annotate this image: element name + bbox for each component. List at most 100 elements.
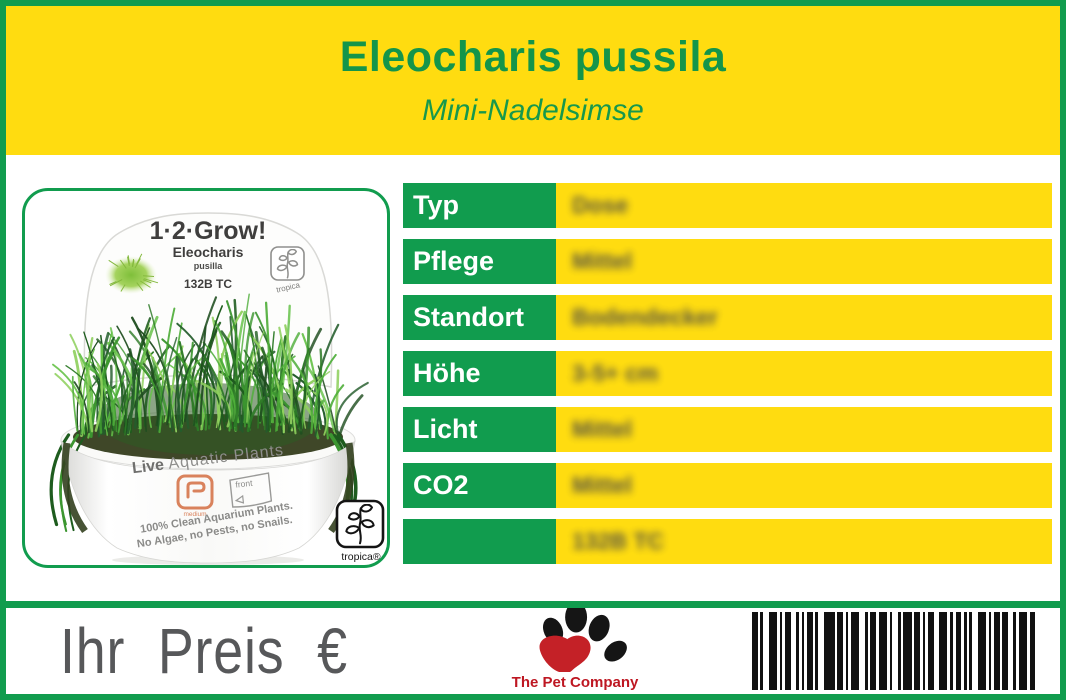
grass (49, 293, 369, 533)
tropica-big-text: tropica® (341, 551, 381, 563)
barcode-bar (977, 612, 986, 690)
barcode-gap (798, 612, 802, 690)
table-row: CO2 Mittel (403, 463, 1052, 508)
row-label (403, 519, 556, 564)
row-value-text: Mittel (572, 472, 633, 498)
barcode-bar (815, 612, 819, 690)
barcode-gap (842, 612, 846, 690)
barcode-bar (837, 612, 843, 690)
barcode-bar (801, 612, 805, 690)
row-label: Typ (403, 183, 556, 228)
barcode-bar (903, 612, 912, 690)
barcode-gap (763, 612, 769, 690)
barcode-gap (991, 612, 995, 690)
plant-latin-name: Eleocharis pussila (339, 33, 727, 81)
barcode-gap (804, 612, 808, 690)
row-label: Höhe (403, 351, 556, 396)
barcode-bar (752, 612, 758, 690)
barcode-gap (933, 612, 940, 690)
barcode-gap (790, 612, 797, 690)
barcode-bar (807, 612, 813, 690)
tuft-image (105, 253, 159, 294)
front-text: front (235, 478, 254, 490)
barcode-bar (950, 612, 953, 690)
sku-text: 132B TC (184, 277, 232, 291)
row-label: Pflege (403, 239, 556, 284)
barcode-gap (848, 612, 852, 690)
barcode-bar (796, 612, 799, 690)
table-row: 132B TC (403, 519, 1052, 564)
barcode-bar (1018, 612, 1028, 690)
table-row: Licht Mittel (403, 407, 1052, 452)
barcode-bar (914, 612, 920, 690)
row-value: 3-5+ cm (556, 351, 1052, 396)
barcode-gap (952, 612, 956, 690)
barcode-gap (812, 612, 816, 690)
barcode-bar (994, 612, 1000, 690)
barcode-bar (889, 612, 893, 690)
barcode-bar (1029, 612, 1036, 690)
row-value-text: Mittel (572, 416, 633, 442)
barcode-gap (776, 612, 780, 690)
price-label: Ihr Preis € (60, 615, 348, 687)
row-value-text: 3-5+ cm (572, 360, 659, 386)
barcode-gap (1016, 612, 1019, 690)
cup-body: Live Aquatic Plants medium front 1 (60, 439, 356, 565)
row-value: Bodendecker (556, 295, 1052, 340)
table-row: Pflege Mittel (403, 239, 1052, 284)
cup-live-text: Live (131, 456, 165, 477)
tropica-logo-small-icon: tropica (270, 246, 305, 295)
medium-logo-icon: medium (176, 474, 214, 518)
barcode-bar (969, 612, 973, 690)
barcode-gap (886, 612, 890, 690)
barcode-gap (867, 612, 871, 690)
barcode-gap (961, 612, 964, 690)
barcode-bar (955, 612, 962, 690)
barcode-gap (966, 612, 970, 690)
barcode-bar (779, 612, 783, 690)
row-value: 132B TC (556, 519, 1052, 564)
row-label: Standort (403, 295, 556, 340)
barcode-bar (870, 612, 876, 690)
table-row: Standort Bodendecker (403, 295, 1052, 340)
barcode-bar (897, 612, 901, 690)
table-row: Typ Dose (403, 183, 1052, 228)
paw-icon (539, 601, 627, 674)
row-value-text: Mittel (572, 248, 633, 274)
front-box-icon: front (229, 472, 273, 508)
barcode-bar (760, 612, 763, 690)
brand-text: 1·2·Grow! (150, 217, 267, 245)
spec-table: Typ Dose Pflege Mittel Standort Bodendec… (403, 183, 1052, 575)
plant-german-name: Mini-Nadelsimse (422, 94, 644, 127)
table-row: Höhe 3-5+ cm (403, 351, 1052, 396)
product-photo-card: 1·2·Grow! Eleocharis pusilla 132B TC tro… (22, 188, 390, 568)
barcode-gap (947, 612, 951, 690)
header-band: Eleocharis pussila Mini-Nadelsimse (6, 6, 1060, 155)
barcode-bar (768, 612, 777, 690)
row-value: Mittel (556, 463, 1052, 508)
barcode-bar (878, 612, 887, 690)
row-value: Dose (556, 183, 1052, 228)
pet-company-text: The Pet Company (511, 674, 639, 691)
species-text: Eleocharis (173, 244, 244, 260)
barcode-bar (928, 612, 934, 690)
tropica-logo-big-icon: tropica® (335, 499, 385, 563)
barcode-gap (972, 612, 978, 690)
row-value-text: 132B TC (572, 528, 665, 554)
barcode-gap (1007, 612, 1014, 690)
barcode-gap (999, 612, 1003, 690)
barcode-bar (922, 612, 926, 690)
row-value: Mittel (556, 407, 1052, 452)
variety-text: pusilla (194, 261, 224, 271)
barcode-gap (834, 612, 838, 690)
barcode-gap (818, 612, 824, 690)
footer-divider (0, 601, 1066, 608)
row-value-text: Bodendecker (572, 304, 718, 330)
row-label: CO2 (403, 463, 556, 508)
barcode-bar (864, 612, 868, 690)
barcode-gap (875, 612, 879, 690)
barcode-bar (845, 612, 849, 690)
barcode (752, 612, 1036, 690)
barcode-bar (1002, 612, 1008, 690)
